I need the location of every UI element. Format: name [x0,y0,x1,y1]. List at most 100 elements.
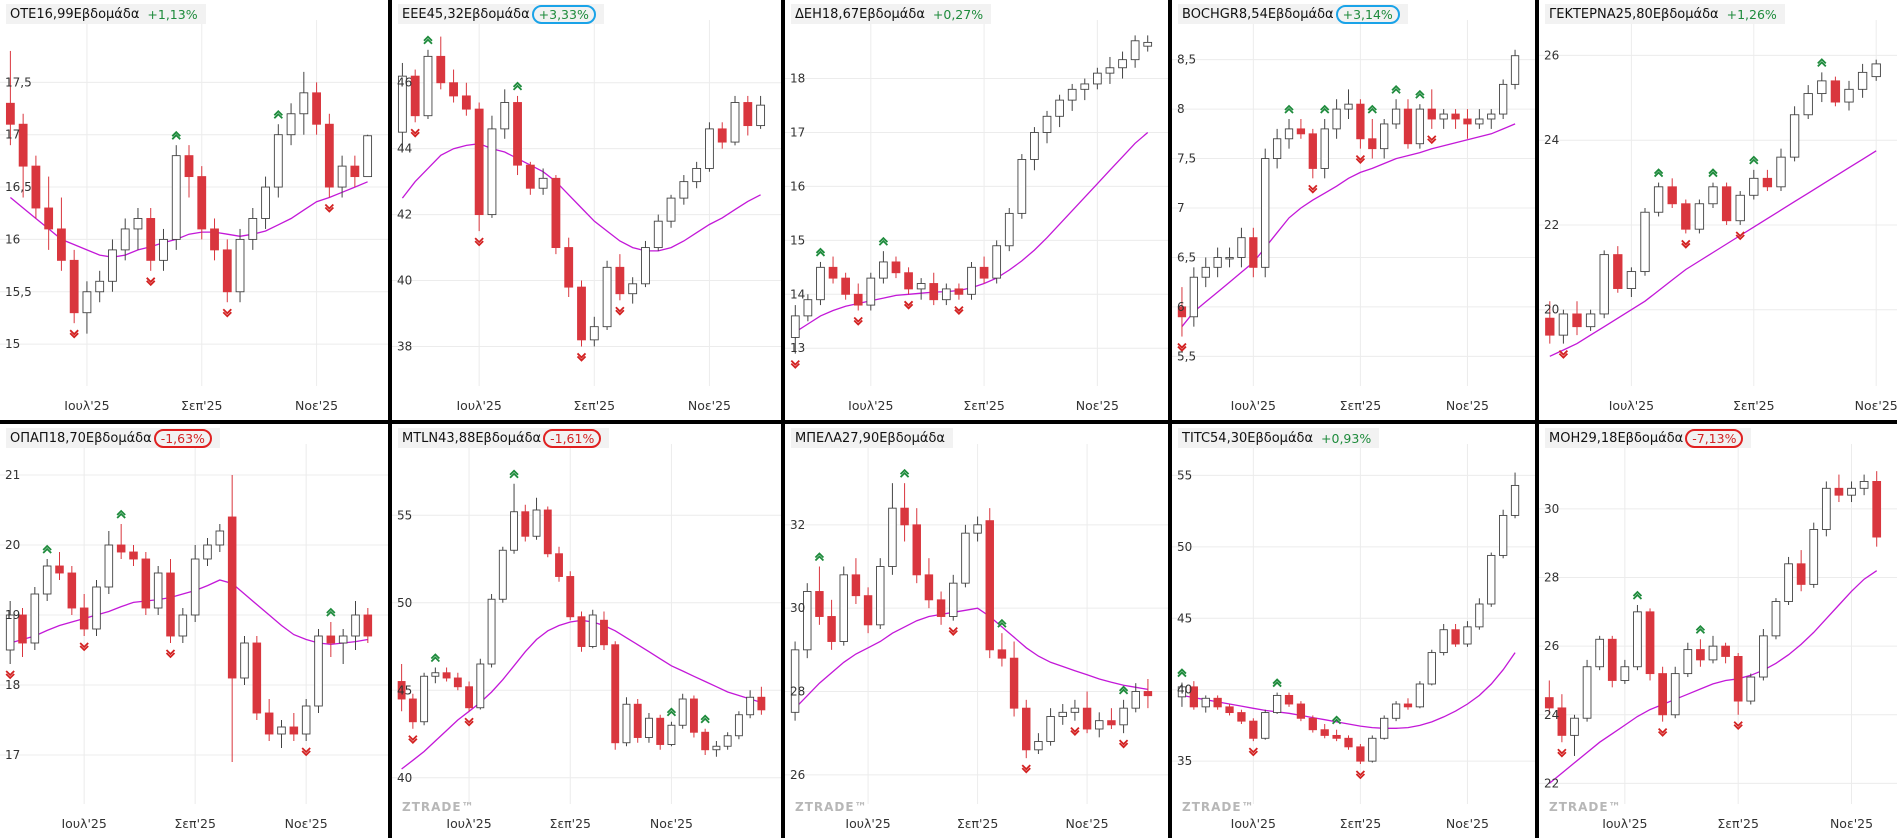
candle [1105,56,1115,84]
candle [1284,119,1294,149]
candle-body [129,551,138,560]
chart-panel-ote[interactable]: 17,5 17 16,5 16 15,5 15 Ιουλ'25 Σεπ'25 Νοε'25 ΟΤΕ… [0,0,388,420]
candle [1558,309,1569,344]
buy-signal-arrow-icon [666,707,677,717]
candle-body [521,511,530,537]
candle [1776,148,1786,192]
candle [286,103,296,146]
last-price: 18,67 [821,6,860,22]
candle-body [1510,484,1520,516]
candle-body [1131,691,1140,709]
candle-body [1427,652,1436,685]
moving-average-line [1549,150,1877,357]
candle [863,587,873,634]
candle-body [1403,108,1413,145]
x-tick-label: Σεπ'25 [1340,816,1382,831]
candle [1844,80,1854,111]
candle [1475,598,1484,630]
candle [301,699,311,741]
candle-body [1681,203,1691,230]
buy-signal-arrow-icon [1708,168,1718,178]
candle [1143,35,1153,52]
candle [1599,250,1609,319]
candle [442,667,451,682]
chart-panel-gekterna[interactable]: 26 24 22 20 Ιουλ'25 Σεπ'25 Νοε'25 ΓΕΚΤΕΡΝΑ 25,8… [1539,0,1897,420]
candle [1721,182,1732,225]
candle [178,608,188,643]
candle-body [790,315,800,338]
chart-panel-eee[interactable]: 46 44 42 40 38 Ιουλ'25 Σεπ'25 Νοε'25 ΕΕΕ 45,32 Ε… [392,0,781,420]
candle [184,145,194,198]
candle-body [577,616,586,647]
timeframe-label: Εβδομάδα [1247,430,1314,446]
candle [153,566,163,615]
panel-header: ΟΠΑΠ 18,70 Εβδομάδα -1,63% [6,428,220,448]
candle [1510,49,1520,90]
buy-signal-arrow-icon [171,130,181,140]
candle-body [1733,656,1743,702]
candle-body [954,288,964,295]
timeframe-label: Εβδομάδα [475,430,542,446]
chart-panel-deh[interactable]: 18 17 16 15 14 13 Ιουλ'25 Σεπ'25 Νοε'25 ΔΕΗ 18,67… [785,0,1168,420]
y-tick-label: 50 [397,596,412,610]
candle-body [1499,83,1508,115]
candle-body [350,165,360,178]
buy-signal-arrow-icon [1320,104,1330,114]
candle-body [1607,638,1617,681]
candle-body [397,681,406,700]
candle-body [1708,186,1718,205]
chart-panel-mtln[interactable]: 55 50 45 40 Ιουλ'25 Σεπ'25 Νοε'25 MTLN 43,88 Εβ… [392,424,781,838]
chart-panel-bochgr[interactable]: 8,5 8 7,5 7 6,5 6 5,5 Ιουλ'25 Σεπ'25 Νοε'25 BOCHGR… [1172,0,1535,420]
candle-body [1356,746,1365,762]
candle [289,713,299,741]
candle-body [985,520,994,651]
candle-body [1055,99,1064,117]
candle [203,538,212,566]
timeframe-label: Εβδομάδα [1267,6,1334,22]
candle [1296,119,1306,139]
candle-body [973,524,982,534]
candle [120,218,130,261]
candle-body [215,530,225,546]
moving-average-line [1181,652,1516,729]
y-tick-label: 22 [1544,218,1559,232]
candle [656,714,665,750]
buy-signal-arrow-icon [1415,89,1425,99]
y-tick-label: 19 [5,608,20,622]
candle [1213,247,1222,278]
candle [431,667,440,684]
moving-average-line [1181,123,1516,328]
candle [1067,83,1077,111]
candle [1796,550,1806,592]
candle [500,89,510,139]
sell-signal-arrow-icon [1733,721,1743,731]
candle-body [197,176,207,230]
candle-body [363,614,373,637]
candle-body [1380,123,1389,150]
candle [1093,67,1102,90]
candle-body [1403,703,1413,708]
candle [1817,72,1827,103]
chart-panel-mpela[interactable]: 32 30 28 26 Ιουλ'25 Σεπ'25 Νοε'25 ΜΠΕΛΑ 27,90 Ε… [785,424,1168,838]
buy-signal-arrow-icon [512,81,523,91]
candle-body [222,249,232,293]
candle [851,558,861,604]
buy-signal-arrow-icon [273,109,283,119]
candle [92,580,101,636]
candle-body [487,128,497,216]
sell-signal-arrow-icon [69,329,79,339]
buy-signal-arrow-icon [1331,715,1342,725]
chart-panel-moh[interactable]: 30 28 26 24 22 Ιουλ'25 Σεπ'25 Νοε'25 ΜΟΗ 29,18 Ε… [1539,424,1897,838]
candle [566,571,575,621]
candle [1670,666,1680,719]
candle [1046,708,1055,746]
buy-signal-arrow-icon [326,607,336,617]
buy-signal-arrow-icon [1695,625,1706,634]
chart-panel-titc[interactable]: 55 50 45 40 35 Ιουλ'25 Σεπ'25 Νοε'25 TITC 54,30 … [1172,424,1535,838]
buy-signal-arrow-icon [814,552,825,562]
candle [1030,127,1039,171]
candle-body [1670,673,1680,716]
candle [1237,709,1246,724]
chart-panel-opap[interactable]: 21 20 19 18 17 Ιουλ'25 Σεπ'25 Νοε'25 ΟΠΑΠ 18,70 … [0,424,388,838]
candle [628,277,638,304]
